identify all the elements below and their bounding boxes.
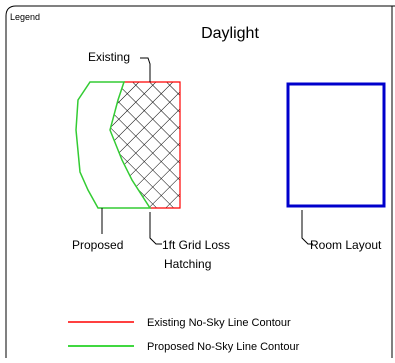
grid-loss-hatching [110, 82, 180, 208]
callout-room-layout-label: Room Layout [310, 238, 382, 252]
callout-room-layout-leader [301, 210, 313, 245]
legend-label-existing: Existing No-Sky Line Contour [147, 317, 291, 329]
callout-existing-leader [140, 57, 151, 82]
callout-existing-label: Existing [88, 50, 130, 64]
room-layout-box [286, 82, 386, 208]
legend-label-proposed: Proposed No-Sky Line Contour [147, 341, 300, 353]
callout-grid-loss-line1: 1ft Grid Loss [162, 238, 230, 252]
callout-grid-loss-line2: Hatching [164, 257, 211, 271]
callout-grid-loss-leader [149, 212, 162, 245]
legend-tag: Legend [10, 12, 40, 22]
proposed-contour-outline [75, 81, 152, 209]
existing-contour-outline [124, 81, 181, 209]
panel-frame [5, 5, 395, 358]
panel-title: Daylight [201, 25, 259, 42]
callout-proposed-label: Proposed [72, 238, 123, 252]
